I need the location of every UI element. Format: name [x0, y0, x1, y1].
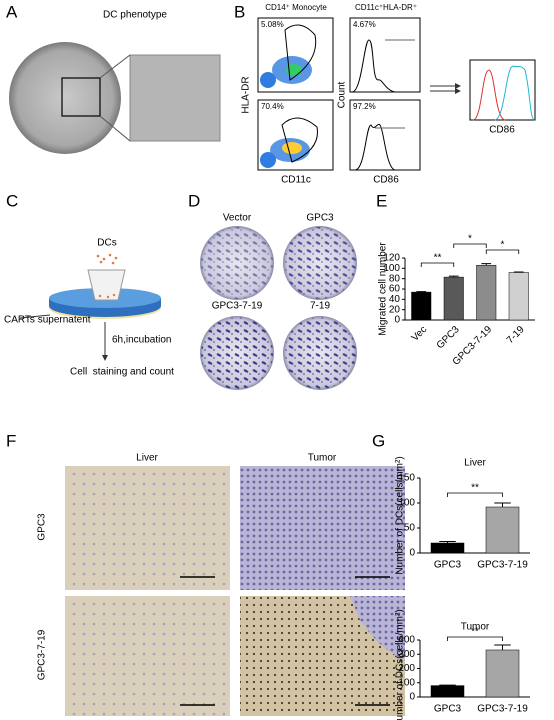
panel-label: F [6, 431, 16, 450]
significance-bracket [485, 249, 520, 254]
zoom-box [61, 77, 101, 117]
step-label: 6h,incubation [112, 335, 172, 346]
cells-label: DCs [97, 238, 116, 249]
x-tick-label: GPC3-7-19 [477, 560, 528, 571]
error-bar [513, 271, 524, 273]
panel-title: DC phenotype [103, 10, 167, 21]
chart-title: Tumor [461, 622, 490, 633]
dish-diagram [19, 253, 161, 361]
y-tick-label: 40 [389, 294, 401, 305]
column-label: Liver [136, 453, 158, 464]
bar [430, 685, 465, 698]
y-axis-label: Migrated cell number [378, 242, 389, 336]
y-tick-label: 100 [383, 263, 400, 274]
bar [476, 264, 497, 321]
x-tick-label: GPC3 [434, 704, 462, 715]
y-tick-label: 300 [398, 649, 415, 660]
microscope-image [9, 42, 121, 154]
dot-plot [257, 17, 334, 171]
axis-label: CD86 [489, 125, 515, 136]
significance-bracket [447, 636, 503, 641]
y-tick-label: 400 [398, 635, 415, 646]
chart-title: Liver [464, 458, 486, 469]
x-tick-label: GPC3 [435, 324, 462, 351]
y-tick-label: 20 [389, 304, 401, 315]
tissue-images [65, 466, 405, 716]
bar [411, 291, 432, 321]
significance-bracket [420, 262, 455, 267]
row-label: GPC3-7-19 [37, 629, 48, 680]
y-tick-label: 100 [398, 498, 415, 509]
error-bar [439, 541, 456, 543]
y-tick-label: 50 [404, 523, 416, 534]
group-label: 7-19 [310, 301, 330, 312]
well-images [200, 226, 357, 390]
bar [485, 649, 520, 698]
column-title: CD14⁺ Monocyte [265, 3, 327, 12]
error-bar [481, 263, 492, 266]
bar [485, 506, 520, 554]
zoom-image [129, 54, 221, 142]
group-label: GPC3 [306, 213, 334, 224]
panel-label: C [6, 191, 18, 210]
x-tick-label: 7-19 [505, 324, 527, 346]
column-title: CD11c⁺HLA-DR⁺ [355, 3, 417, 12]
significance-bracket [447, 492, 503, 497]
panel-label: B [234, 2, 245, 21]
overlay-histogram [469, 59, 536, 121]
medium-label: CARTs supernatent [4, 315, 91, 326]
error-bar [494, 644, 511, 650]
y-tick-label: 200 [398, 663, 415, 674]
result-label: Cell staining and count [70, 367, 174, 378]
x-tick-label: GPC3 [434, 560, 462, 571]
error-bar [494, 502, 511, 507]
panel-label: E [376, 191, 387, 210]
zoom-line [99, 115, 131, 142]
panel-label: A [6, 2, 18, 21]
significance-label: ** [471, 627, 479, 638]
bar [508, 272, 529, 321]
y-tick-label: 120 [383, 253, 400, 264]
group-label: Vector [223, 213, 252, 224]
y-tick-label: 100 [398, 677, 415, 688]
row-label: GPC3 [37, 513, 48, 541]
y-tick-label: 0 [409, 692, 415, 703]
significance-label: ** [434, 253, 442, 264]
y-tick-label: 60 [389, 284, 401, 295]
bar [430, 542, 465, 554]
significance-bracket [453, 243, 487, 248]
gate-label: 4.67% [353, 20, 376, 29]
y-tick-label: 0 [409, 548, 415, 559]
zoom-line [99, 54, 131, 79]
y-axis-label: Number of DCs(cells/mm²) [395, 609, 406, 720]
axis-label: CD86 [373, 175, 399, 186]
error-bar [448, 275, 459, 278]
y-axis-label: Number of DCs(cells/mm²) [395, 456, 406, 574]
significance-label: ** [471, 483, 479, 494]
group-label: GPC3-7-19 [212, 301, 263, 312]
histogram [349, 17, 421, 171]
column-label: Tumor [308, 453, 337, 464]
y-tick-label: 150 [398, 473, 415, 484]
gate-label: 97.2% [353, 102, 376, 111]
significance-label: * [501, 240, 505, 251]
bar [443, 276, 464, 321]
axis-label: Count [337, 81, 348, 108]
y-tick-label: 0 [394, 315, 400, 326]
gate-label: 5.08% [261, 20, 284, 29]
y-tick-label: 80 [389, 273, 401, 284]
x-tick-label: GPC3-7-19 [477, 704, 528, 715]
panel-label: D [188, 191, 200, 210]
gate-label: 70.4% [261, 102, 284, 111]
panel-label: G [372, 431, 385, 450]
significance-label: * [468, 234, 472, 245]
error-bar [416, 291, 427, 293]
x-tick-label: Vec [410, 324, 430, 344]
axis-label: HLA-DR [241, 76, 252, 113]
axis-label: CD11c [281, 175, 311, 186]
arrows [430, 83, 461, 94]
